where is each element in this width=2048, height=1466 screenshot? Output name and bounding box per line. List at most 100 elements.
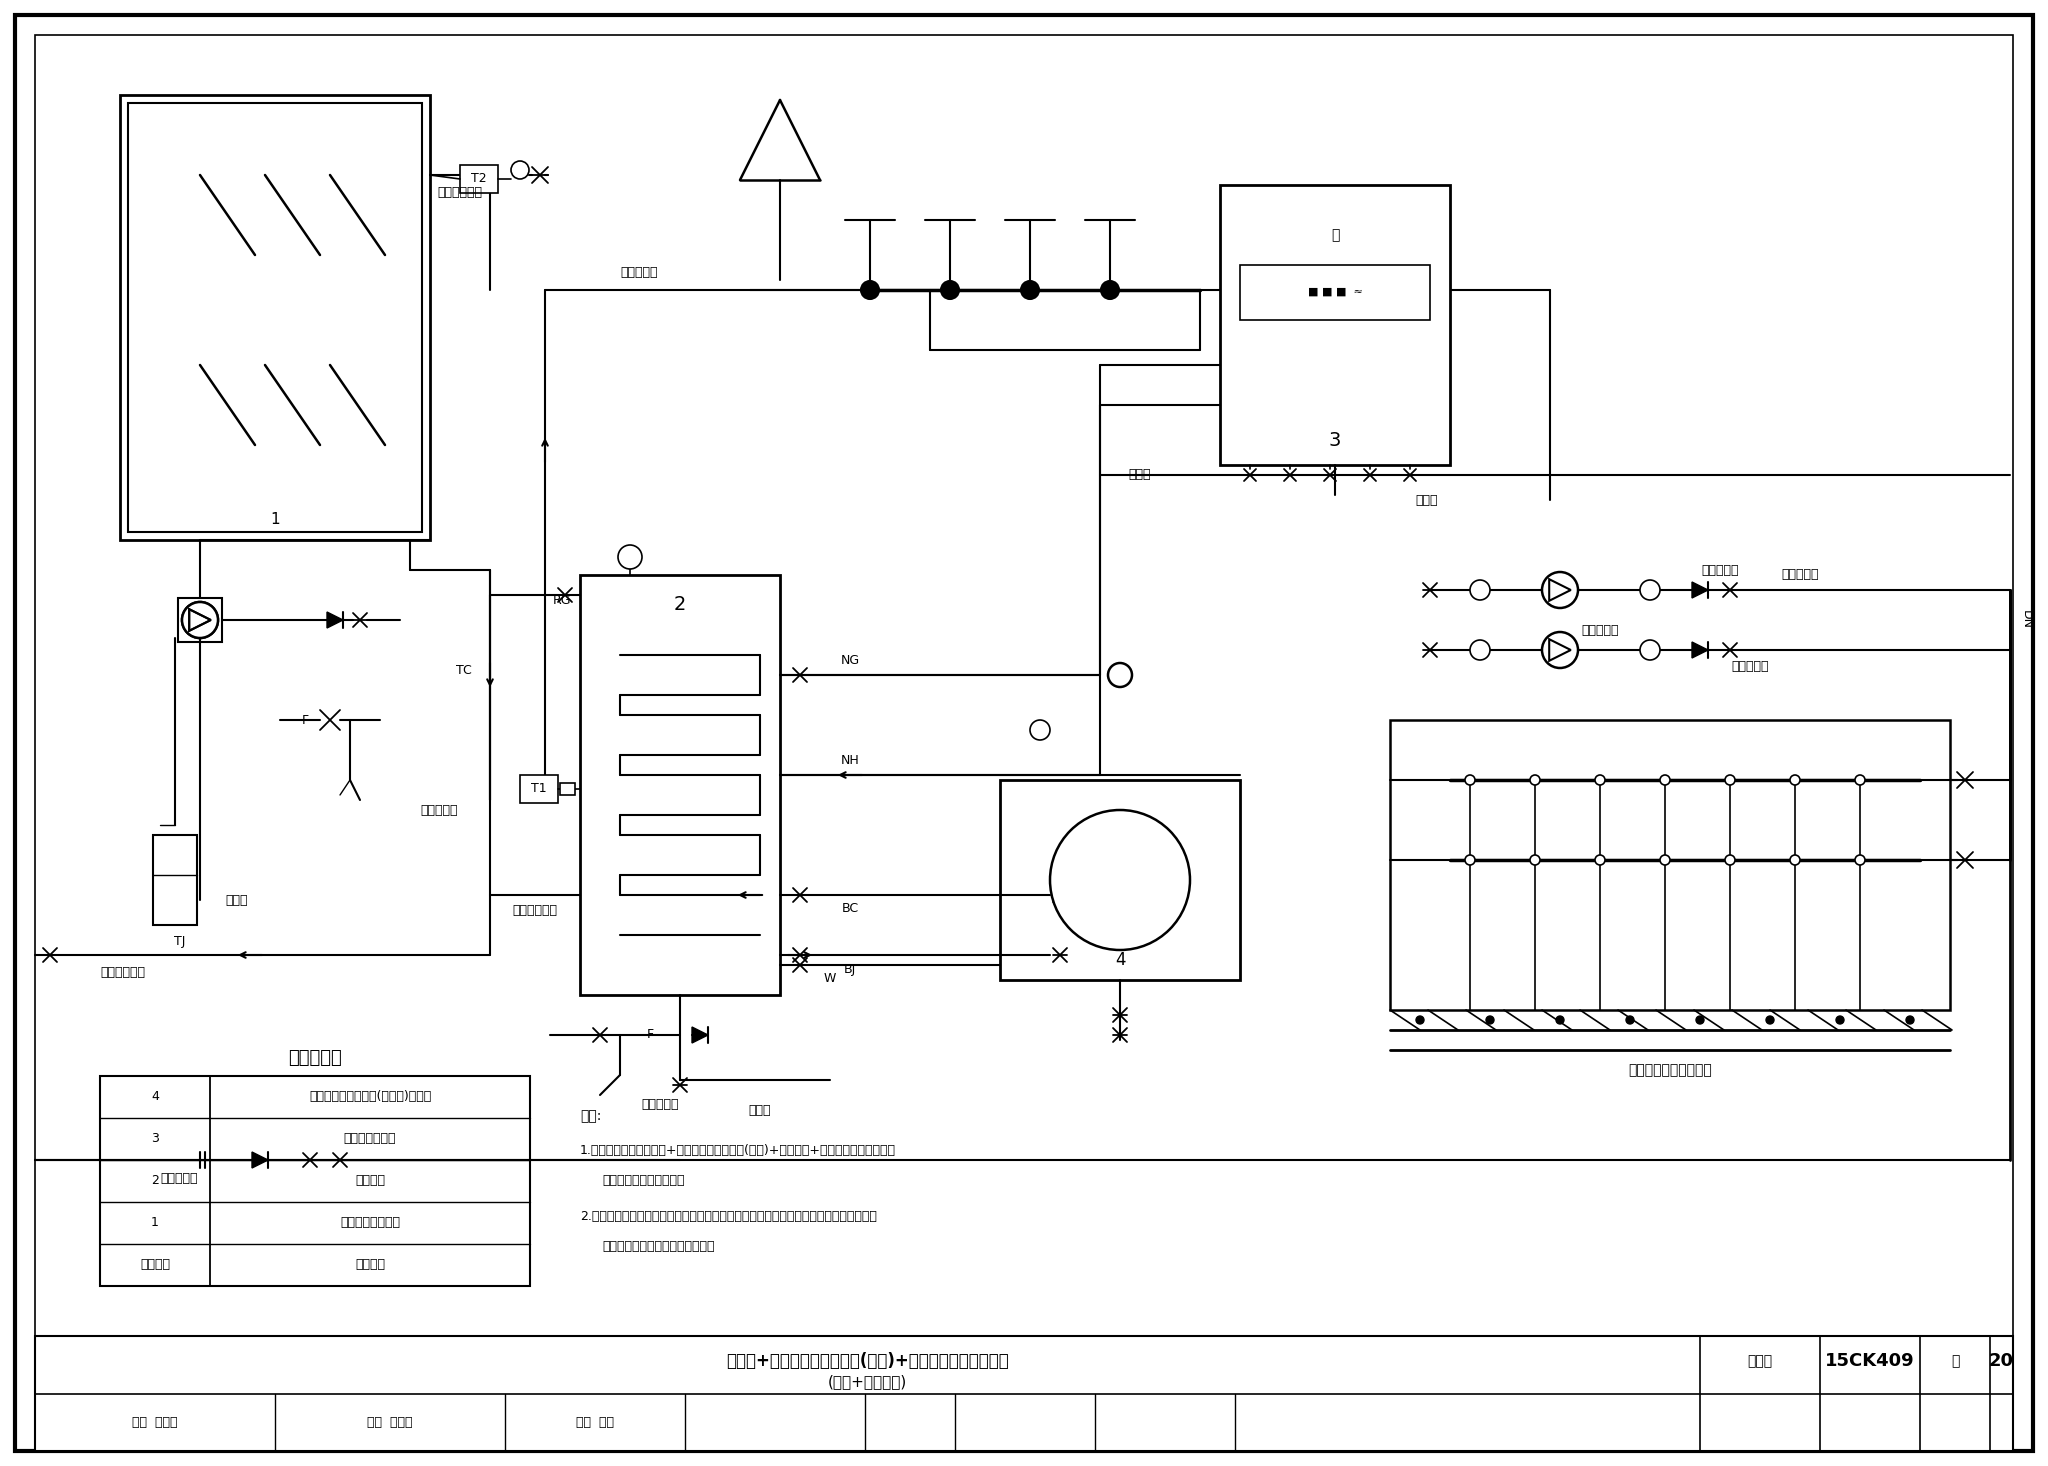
Circle shape xyxy=(1724,855,1735,865)
Text: 2: 2 xyxy=(674,595,686,614)
Text: 太阳能平板集热器: 太阳能平板集热器 xyxy=(340,1217,399,1230)
Circle shape xyxy=(1530,855,1540,865)
Text: 地板辐射供暖分集水器: 地板辐射供暖分集水器 xyxy=(1628,1063,1712,1078)
Circle shape xyxy=(512,161,528,179)
Circle shape xyxy=(1530,776,1540,784)
Text: 承压水筒: 承压水筒 xyxy=(354,1174,385,1187)
Polygon shape xyxy=(252,1152,268,1168)
Bar xyxy=(127,103,422,532)
Polygon shape xyxy=(692,1028,709,1042)
Text: 设计  李红: 设计 李红 xyxy=(575,1416,614,1429)
Circle shape xyxy=(182,603,217,638)
Text: 设备编号: 设备编号 xyxy=(139,1258,170,1271)
Text: TJ: TJ xyxy=(174,934,186,947)
Circle shape xyxy=(1464,776,1475,784)
Text: 燃气管: 燃气管 xyxy=(1415,494,1438,506)
Polygon shape xyxy=(1692,642,1708,658)
Bar xyxy=(178,598,221,642)
Bar xyxy=(520,776,557,803)
Circle shape xyxy=(1640,641,1661,660)
Text: 供暖回水管: 供暖回水管 xyxy=(1731,660,1769,673)
Circle shape xyxy=(1855,776,1866,784)
Circle shape xyxy=(1790,855,1800,865)
Text: 主要设备表: 主要设备表 xyxy=(289,1050,342,1067)
Text: NG: NG xyxy=(840,654,860,667)
Text: 3: 3 xyxy=(152,1133,160,1145)
Text: W: W xyxy=(823,972,836,985)
Text: BC: BC xyxy=(842,903,858,915)
Circle shape xyxy=(1835,1016,1843,1023)
Polygon shape xyxy=(1692,582,1708,598)
Circle shape xyxy=(1051,811,1190,950)
Text: 〜: 〜 xyxy=(1331,229,1339,242)
Circle shape xyxy=(1542,632,1579,668)
Text: DN: DN xyxy=(2019,610,2034,629)
Circle shape xyxy=(1661,855,1669,865)
Bar xyxy=(1239,265,1430,320)
Circle shape xyxy=(618,545,641,569)
Circle shape xyxy=(1790,776,1800,784)
Polygon shape xyxy=(328,611,342,627)
Circle shape xyxy=(1595,776,1606,784)
Bar xyxy=(461,166,498,194)
Text: 供暖回水管: 供暖回水管 xyxy=(1581,623,1618,636)
Text: 1.本系统为太阳能集热器+空气源热泵热水机组(家用)+承压水筒+燃气热水供暖炉系统提: 1.本系统为太阳能集热器+空气源热泵热水机组(家用)+承压水筒+燃气热水供暖炉系… xyxy=(580,1145,897,1158)
Text: 20: 20 xyxy=(1989,1352,2013,1371)
Circle shape xyxy=(1542,572,1579,608)
Circle shape xyxy=(1595,855,1606,865)
Text: 供暖供水管: 供暖供水管 xyxy=(1702,563,1739,576)
Bar xyxy=(559,783,575,795)
Text: F: F xyxy=(647,1029,653,1041)
Bar xyxy=(1391,720,1950,1010)
Circle shape xyxy=(1415,1016,1423,1023)
Circle shape xyxy=(1765,1016,1774,1023)
Text: 太阳能出水管: 太阳能出水管 xyxy=(438,186,483,199)
Circle shape xyxy=(1696,1016,1704,1023)
Text: 太阳能进水管: 太阳能进水管 xyxy=(512,905,557,918)
Bar xyxy=(1221,185,1450,465)
Text: 生活给水管: 生活给水管 xyxy=(160,1171,197,1185)
Text: 2.太阳能集热器和燃气热水供暖炉均采用间接系统方案，承压水筒内置换热盘管；空气源: 2.太阳能集热器和燃气热水供暖炉均采用间接系统方案，承压水筒内置换热盘管；空气源 xyxy=(580,1209,877,1223)
Text: 审核  钒家源: 审核 钒家源 xyxy=(133,1416,178,1429)
Text: 供暖供水管: 供暖供水管 xyxy=(1782,567,1819,581)
Circle shape xyxy=(1724,776,1735,784)
Circle shape xyxy=(1464,855,1475,865)
Circle shape xyxy=(1030,720,1051,740)
Bar xyxy=(100,1076,530,1286)
Circle shape xyxy=(182,603,217,638)
Text: 工质排放总管: 工质排放总管 xyxy=(100,966,145,979)
Circle shape xyxy=(1108,663,1133,688)
Bar xyxy=(580,575,780,995)
Text: 4: 4 xyxy=(152,1091,160,1104)
Text: 设备名称: 设备名称 xyxy=(354,1258,385,1271)
Bar xyxy=(35,1336,2013,1451)
Text: 排污管: 排污管 xyxy=(750,1104,772,1117)
Circle shape xyxy=(1470,641,1491,660)
Circle shape xyxy=(1022,281,1038,299)
Text: 1: 1 xyxy=(270,513,281,528)
Bar xyxy=(121,95,430,539)
Text: 膨胀罐: 膨胀罐 xyxy=(225,893,248,906)
Text: T2: T2 xyxy=(471,173,487,186)
Circle shape xyxy=(1487,1016,1493,1023)
Text: (卫浴+供暖功能): (卫浴+供暖功能) xyxy=(827,1375,907,1390)
Text: F: F xyxy=(301,714,309,727)
Text: 说明:: 说明: xyxy=(580,1108,602,1123)
Text: 15CK409: 15CK409 xyxy=(1825,1352,1915,1371)
Text: 热泵热水机组采用直接系统方案。: 热泵热水机组采用直接系统方案。 xyxy=(602,1239,715,1252)
Text: 供生活热水和供暖热水。: 供生活热水和供暖热水。 xyxy=(602,1174,684,1187)
Text: BJ: BJ xyxy=(844,963,856,975)
Text: T1: T1 xyxy=(530,783,547,796)
Text: 1: 1 xyxy=(152,1217,160,1230)
Text: ■ ■ ■  ≈: ■ ■ ■ ≈ xyxy=(1307,287,1362,298)
Text: 空气源热泵热水机组(分体机)室外机: 空气源热泵热水机组(分体机)室外机 xyxy=(309,1091,432,1104)
Circle shape xyxy=(860,281,879,299)
Circle shape xyxy=(1102,281,1118,299)
Circle shape xyxy=(1855,855,1866,865)
Text: TC: TC xyxy=(457,664,471,676)
Text: 推至安全处: 推至安全处 xyxy=(641,1098,678,1111)
Text: 推至安全处: 推至安全处 xyxy=(420,803,457,817)
Text: 2: 2 xyxy=(152,1174,160,1187)
Circle shape xyxy=(1661,776,1669,784)
Circle shape xyxy=(1626,1016,1634,1023)
